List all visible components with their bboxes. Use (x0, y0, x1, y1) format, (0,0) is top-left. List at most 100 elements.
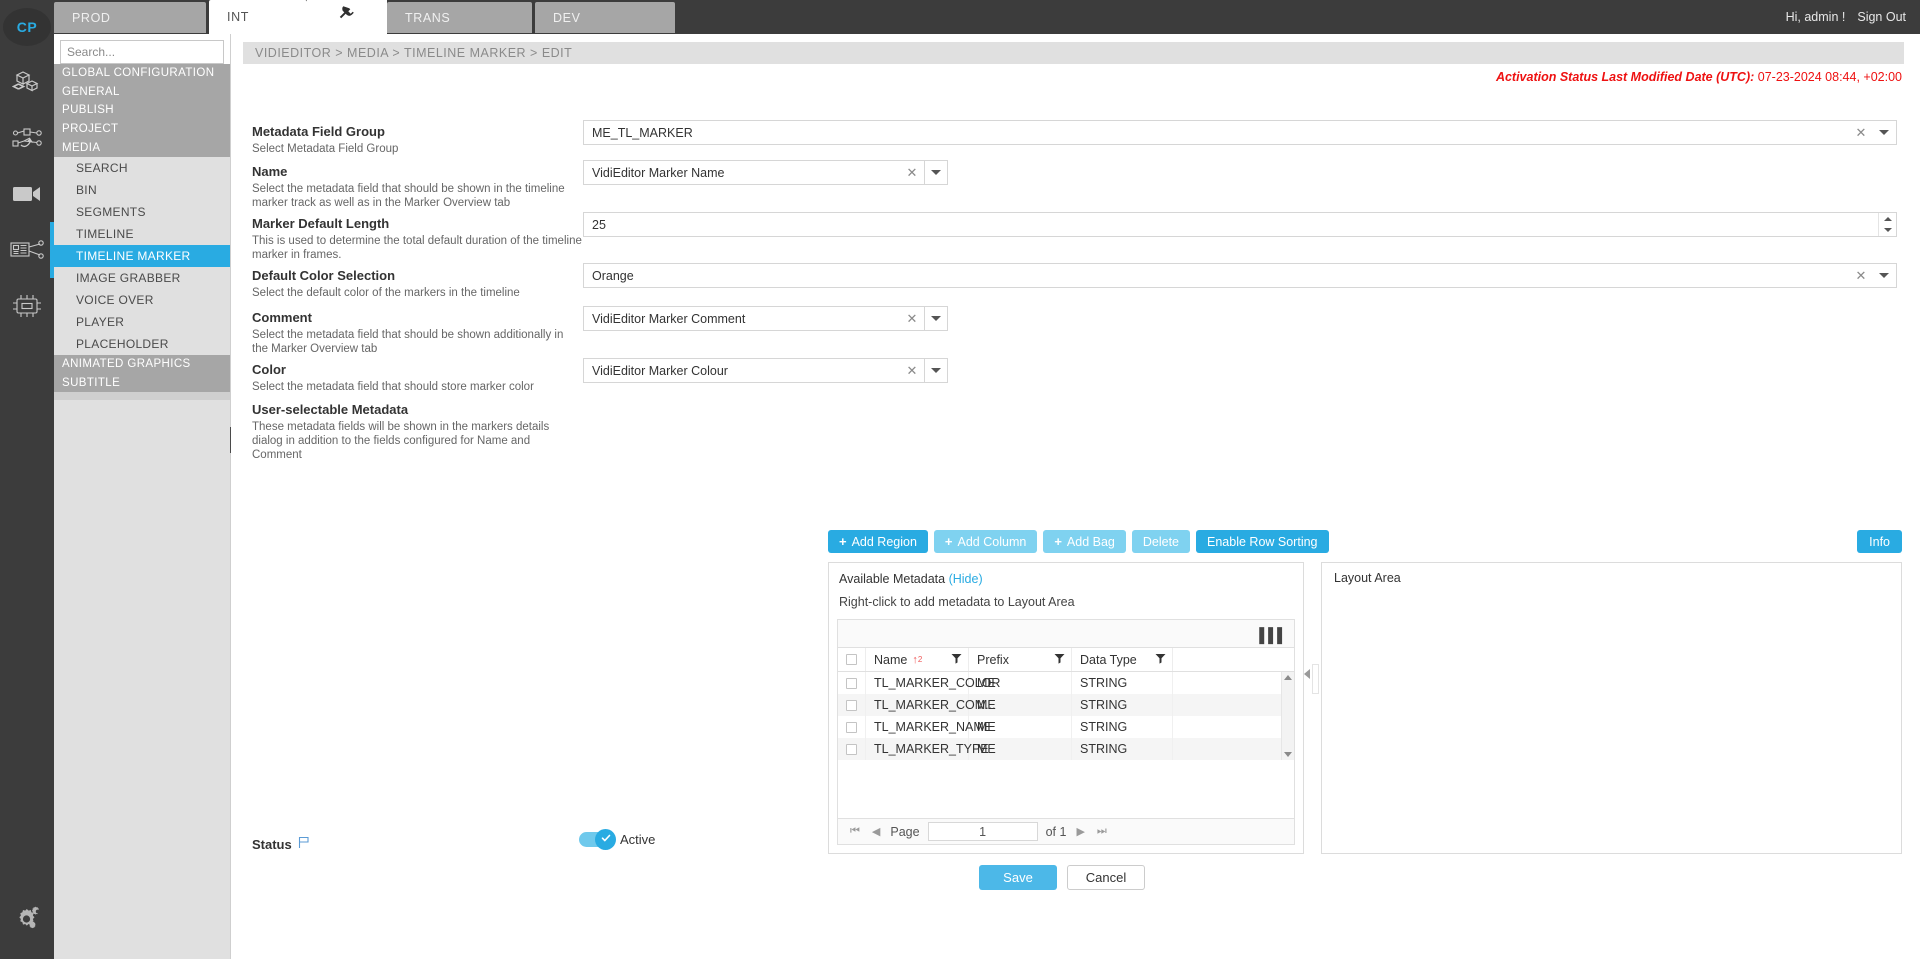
select-all-checkbox[interactable] (846, 654, 857, 665)
scroll-down-icon[interactable] (1284, 752, 1292, 757)
sidebar-item-image-grabber[interactable]: IMAGE GRABBER (54, 266, 230, 289)
row-checkbox[interactable] (846, 677, 857, 689)
marker-default-length-label: Marker Default Length (252, 216, 390, 231)
clear-icon[interactable]: ✕ (1855, 267, 1867, 283)
save-button[interactable]: Save (979, 865, 1057, 890)
sidebar-item-label: IMAGE GRABBER (76, 270, 181, 285)
info-button[interactable]: Info (1857, 530, 1902, 553)
rail-item-settings[interactable] (0, 897, 54, 945)
sidebar-item-label: ANIMATED GRAPHICS (62, 358, 191, 371)
row-checkbox[interactable] (846, 699, 857, 711)
plug-button[interactable] (307, 0, 387, 34)
sidebar-group-publish[interactable]: PUBLISH (54, 101, 230, 120)
sidebar-group-general[interactable]: GENERAL (54, 82, 230, 102)
clear-icon[interactable]: ✕ (906, 362, 918, 378)
column-header-name[interactable]: Name ↑ 2 (866, 648, 969, 671)
next-page-button[interactable]: ▶ (1076, 826, 1085, 838)
default-color-selection-label: Default Color Selection (252, 268, 396, 283)
sidebar-group-media[interactable]: MEDIA (54, 138, 230, 157)
stepper-down-icon[interactable] (1883, 228, 1892, 233)
scroll-up-icon[interactable] (1284, 675, 1292, 680)
env-tab-trans[interactable]: TRANS (387, 2, 532, 33)
sidebar-item-timeline[interactable]: TIMELINE (54, 222, 230, 245)
activation-status: Activation Status Last Modified Date (UT… (1496, 70, 1902, 84)
add-bag-button[interactable]: + Add Bag (1043, 530, 1126, 553)
clear-icon[interactable]: ✕ (906, 164, 918, 180)
table-row[interactable]: TL_MARKER_TYPE ME STRING (838, 738, 1294, 760)
color-input[interactable] (583, 358, 948, 383)
sidebar-group-subtitle[interactable]: SUBTITLE (54, 373, 230, 393)
chevron-down-icon[interactable] (924, 306, 946, 331)
rail-item-media[interactable] (0, 166, 54, 222)
sidebar-item-label: MEDIA (62, 141, 101, 154)
metadata-field-group-input[interactable] (583, 120, 1897, 145)
row-checkbox[interactable] (846, 743, 857, 755)
row-checkbox[interactable] (846, 721, 857, 733)
table-row[interactable]: TL_MARKER_NAME ME STRING (838, 716, 1294, 738)
available-metadata-title: Available Metadata (Hide) (839, 572, 983, 586)
filter-icon[interactable] (951, 653, 962, 667)
stepper-up-icon[interactable] (1883, 216, 1892, 221)
sidebar-item-search[interactable]: SEARCH (54, 156, 230, 179)
comment-input[interactable] (583, 306, 948, 331)
add-region-button[interactable]: + Add Region (828, 530, 928, 553)
sidebar-item-timeline-marker[interactable]: TIMELINE MARKER (54, 244, 230, 267)
page-of-text: of 1 (1045, 824, 1067, 839)
env-tab-prod[interactable]: PROD (54, 2, 206, 33)
number-stepper[interactable] (1878, 213, 1896, 236)
name-input[interactable] (583, 160, 948, 185)
filter-icon[interactable] (1054, 653, 1065, 667)
sort-ascending-icon: ↑ (912, 653, 918, 666)
rail-item-workflow[interactable] (0, 110, 54, 166)
last-page-button[interactable]: ⏭ (1096, 825, 1107, 837)
sign-out-link[interactable]: Sign Out (1857, 10, 1906, 24)
table-row[interactable]: TL_MARKER_COLOR ME STRING (838, 672, 1294, 694)
sidebar-group-animated-graphics[interactable]: ANIMATED GRAPHICS (54, 354, 230, 374)
delete-button[interactable]: Delete (1131, 530, 1191, 553)
sidebar-group-global-configuration[interactable]: GLOBAL CONFIGURATION (54, 64, 230, 83)
sidebar-item-label: GENERAL (62, 85, 120, 98)
add-column-button[interactable]: + Add Column (933, 530, 1038, 553)
sidebar-item-placeholder[interactable]: PLACEHOLDER (54, 332, 230, 355)
hide-link[interactable]: (Hide) (948, 572, 983, 586)
chevron-down-icon[interactable] (924, 160, 946, 185)
chevron-down-icon[interactable] (1873, 120, 1895, 145)
activation-status-value: 07-23-2024 08:44, +02:00 (1757, 70, 1902, 84)
table-row[interactable]: TL_MARKER_COM... ME STRING (838, 694, 1294, 716)
first-page-button[interactable]: ⏮ (850, 825, 860, 837)
layout-area-dropzone[interactable] (1330, 597, 1893, 845)
chevron-down-icon[interactable] (924, 358, 946, 383)
page-number-input[interactable] (927, 822, 1038, 841)
sidebar-group-project[interactable]: PROJECT (54, 119, 230, 139)
sidebar-item-voice-over[interactable]: VOICE OVER (54, 288, 230, 311)
default-color-selection-input[interactable] (583, 263, 1897, 288)
marker-default-length-input[interactable] (583, 212, 1897, 237)
grid-vertical-scrollbar[interactable] (1281, 672, 1294, 760)
status-toggle[interactable] (579, 829, 616, 850)
cell-prefix: ME (969, 694, 1072, 716)
column-header-prefix[interactable]: Prefix (969, 648, 1072, 671)
rail-item-editor[interactable] (0, 222, 54, 278)
rail-item-system[interactable] (0, 278, 54, 334)
sidebar-item-bin[interactable]: BIN (54, 178, 230, 201)
toggle-knob (595, 829, 616, 850)
splitter-collapse-icon[interactable] (1304, 669, 1310, 679)
sidebar-item-player[interactable]: PLAYER (54, 310, 230, 333)
enable-row-sorting-button[interactable]: Enable Row Sorting (1196, 530, 1329, 553)
column-header-data-type[interactable]: Data Type (1072, 648, 1173, 671)
prev-page-button[interactable]: ◀ (871, 826, 881, 838)
column-chooser-icon[interactable]: ▌▌▌ (1259, 627, 1287, 643)
cp-logo[interactable]: CP (3, 8, 51, 46)
cancel-button[interactable]: Cancel (1067, 865, 1145, 890)
search-input[interactable] (60, 40, 224, 64)
filter-icon[interactable] (1155, 653, 1166, 667)
clear-icon[interactable]: ✕ (1855, 124, 1867, 140)
clear-icon[interactable]: ✕ (906, 310, 918, 326)
panel-splitter[interactable] (1312, 664, 1319, 694)
env-tab-int[interactable]: INT (209, 0, 307, 34)
env-tab-dev[interactable]: DEV (535, 2, 675, 33)
select-all-header (838, 648, 866, 671)
chevron-down-icon[interactable] (1873, 263, 1895, 288)
sidebar-item-segments[interactable]: SEGMENTS (54, 200, 230, 223)
rail-item-assets[interactable] (0, 54, 54, 110)
